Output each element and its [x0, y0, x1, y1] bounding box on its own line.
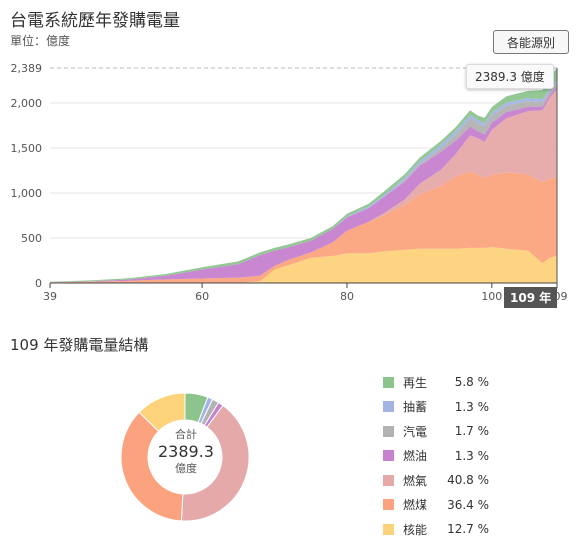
- legend-value: 40.8 %: [447, 473, 489, 488]
- legend: 再生 5.8 % 抽蓄 1.3 % 汽電 1.7 % 燃油 1.3 % 燃氣 40.8 %…: [383, 370, 489, 542]
- area-series-燃煤: [50, 171, 557, 283]
- legend-value: 1.3 %: [454, 448, 489, 463]
- legend-swatch: [383, 474, 394, 486]
- legend-swatch: [383, 499, 394, 511]
- area-series-燃油: [50, 86, 557, 283]
- legend-value: 1.7 %: [454, 424, 489, 439]
- legend-name: 汽電: [403, 424, 428, 439]
- legend-name: 抽蓄: [403, 400, 428, 415]
- pie-section-title: 109 年發購電量結構: [10, 336, 149, 354]
- legend-name: 核能: [403, 522, 428, 537]
- legend-name: 燃氣: [403, 473, 428, 488]
- legend-swatch: [383, 450, 394, 462]
- x-tick-label: 80: [340, 290, 354, 303]
- legend-value: 1.3 %: [454, 399, 489, 414]
- legend-value: 36.4 %: [447, 497, 489, 512]
- x-tick-label: 100: [481, 290, 502, 303]
- donut-center: 合計 2389.3 億度: [150, 428, 222, 476]
- y-tick-label: 2,389: [11, 62, 43, 75]
- legend-swatch: [383, 425, 394, 437]
- donut-slice-燃煤: [120, 411, 184, 522]
- legend-swatch: [383, 376, 394, 388]
- x-tick-label: 39: [43, 290, 57, 303]
- legend-item-gas[interactable]: 燃氣 40.8 %: [383, 468, 489, 493]
- x-tick-label: 60: [195, 290, 209, 303]
- donut-slice-燃氣: [180, 404, 250, 522]
- chart-tooltip: 2389.3 億度: [466, 64, 554, 89]
- legend-item-oil[interactable]: 燃油 1.3 %: [383, 444, 489, 469]
- energy-source-button[interactable]: 各能源別: [493, 30, 569, 54]
- legend-value: 5.8 %: [454, 375, 489, 390]
- page-title: 台電系統歷年發購電量: [10, 11, 180, 31]
- y-tick-label: 2,000: [11, 97, 43, 110]
- legend-item-nuclear[interactable]: 核能 12.7 %: [383, 517, 489, 542]
- legend-item-cogeneration[interactable]: 汽電 1.7 %: [383, 419, 489, 444]
- donut-slice-核能: [138, 392, 186, 432]
- legend-item-renewable[interactable]: 再生 5.8 %: [383, 370, 489, 395]
- y-tick-label: 1,500: [11, 142, 43, 155]
- legend-name: 燃煤: [403, 498, 428, 513]
- y-tick-label: 1,000: [11, 187, 43, 200]
- donut-chart[interactable]: [110, 382, 260, 532]
- y-tick-label: 500: [21, 232, 42, 245]
- legend-swatch: [383, 401, 394, 413]
- area-series-核能: [50, 247, 557, 283]
- legend-item-pumped-hydro[interactable]: 抽蓄 1.3 %: [383, 395, 489, 420]
- y-tick-label: 0: [35, 277, 42, 290]
- legend-swatch: [383, 523, 394, 535]
- legend-name: 再生: [403, 375, 428, 390]
- donut-center-value: 2389.3: [158, 441, 214, 461]
- legend-name: 燃油: [403, 449, 428, 464]
- donut-center-label: 合計: [175, 428, 197, 441]
- unit-label: 單位：億度: [10, 34, 71, 48]
- legend-item-coal[interactable]: 燃煤 36.4 %: [383, 493, 489, 518]
- donut-center-unit: 億度: [175, 461, 197, 475]
- selected-year-badge[interactable]: 109 年: [504, 287, 558, 308]
- legend-value: 12.7 %: [447, 522, 489, 537]
